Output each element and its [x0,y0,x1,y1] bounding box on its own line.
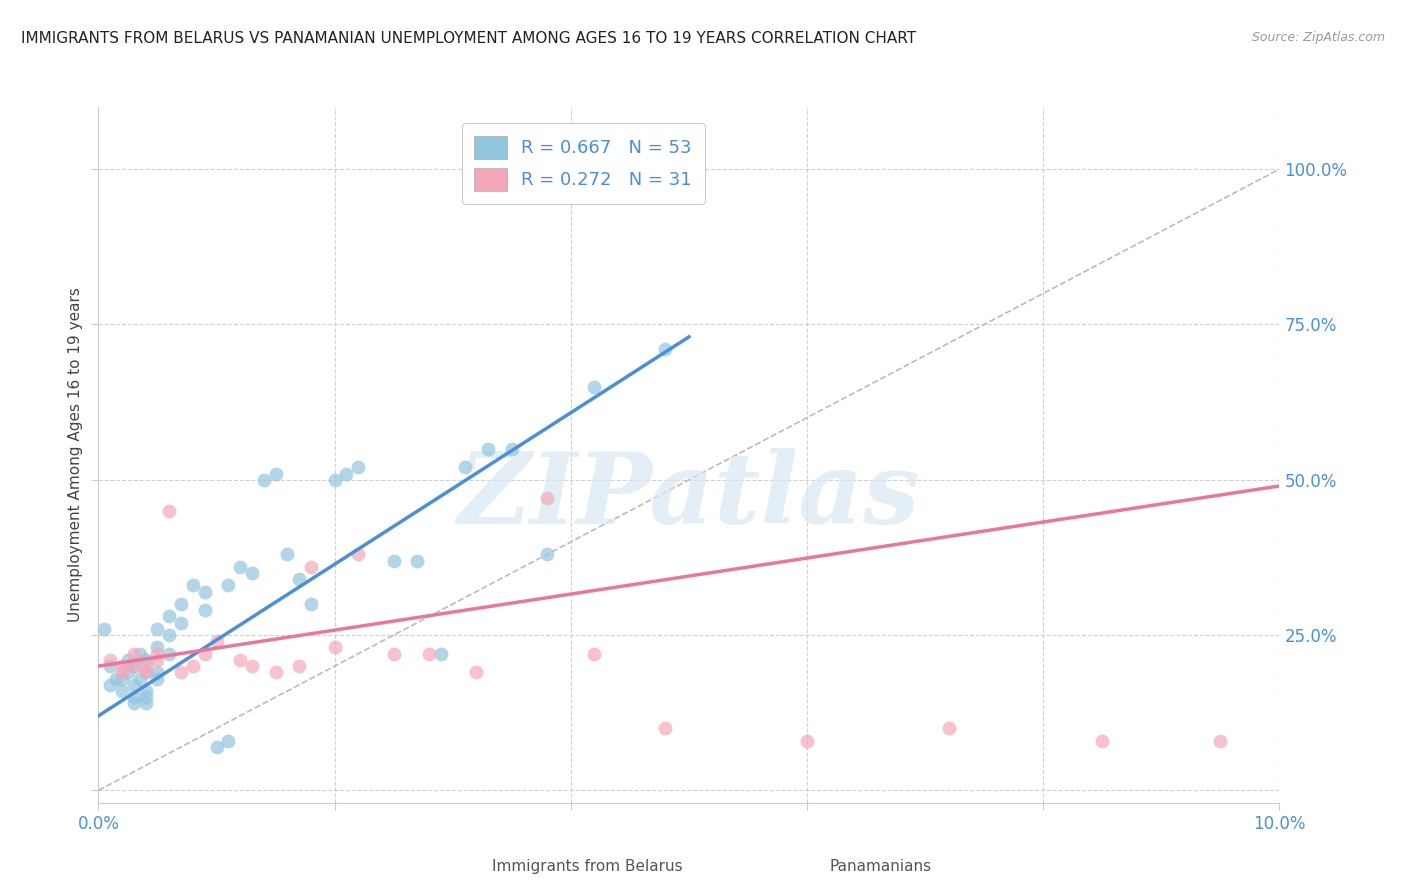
Point [157,609,180,624]
Point [536,491,558,506]
Point [1091,733,1114,747]
Point [135,665,157,680]
Point [276,547,298,561]
Point [335,467,357,481]
Point [583,647,606,661]
Point [111,659,134,673]
Point [128,672,150,686]
Point [157,628,180,642]
Point [229,559,252,574]
Point [194,584,217,599]
Point [501,442,523,456]
Point [122,697,145,711]
Point [205,739,228,754]
Point [111,684,134,698]
Point [288,572,311,586]
Point [382,647,405,661]
Point [98,653,121,667]
Text: Immigrants from Belarus: Immigrants from Belarus [492,859,683,873]
Point [146,640,169,655]
Point [105,672,128,686]
Point [122,678,145,692]
Text: IMMIGRANTS FROM BELARUS VS PANAMANIAN UNEMPLOYMENT AMONG AGES 16 TO 19 YEARS COR: IMMIGRANTS FROM BELARUS VS PANAMANIAN UN… [21,31,917,46]
Text: ZIPatlas: ZIPatlas [458,449,920,545]
Point [98,659,121,673]
Point [122,647,145,661]
Point [654,721,676,735]
Text: Source: ZipAtlas.com: Source: ZipAtlas.com [1251,31,1385,45]
Y-axis label: Unemployment Among Ages 16 to 19 years: Unemployment Among Ages 16 to 19 years [67,287,83,623]
Point [111,665,134,680]
Point [323,473,346,487]
Point [382,553,405,567]
Point [135,659,157,673]
Point [194,647,217,661]
Point [430,647,453,661]
Point [146,672,169,686]
Point [240,566,263,580]
Point [146,647,169,661]
Point [406,553,429,567]
Point [135,653,157,667]
Point [264,467,287,481]
Point [135,690,157,705]
Point [135,697,157,711]
Point [135,684,157,698]
Point [135,665,157,680]
Point [117,665,139,680]
Point [170,597,193,611]
Point [240,659,263,673]
Point [536,547,558,561]
Point [98,678,121,692]
Point [453,460,475,475]
Point [299,559,322,574]
Point [465,665,488,680]
Point [93,622,115,636]
Point [146,665,169,680]
Point [217,578,239,592]
Point [146,653,169,667]
Point [194,603,217,617]
Legend: R = 0.667   N = 53, R = 0.272   N = 31: R = 0.667 N = 53, R = 0.272 N = 31 [461,123,704,203]
Point [117,653,139,667]
Point [347,460,370,475]
Point [264,665,287,680]
Point [128,647,150,661]
Point [170,665,193,680]
Point [181,659,204,673]
Point [157,504,180,518]
Point [253,473,276,487]
Point [583,379,606,393]
Point [654,343,676,357]
Point [418,647,440,661]
Point [323,640,346,655]
Point [229,653,252,667]
Point [347,547,370,561]
Point [146,622,169,636]
Point [170,615,193,630]
Point [796,733,818,747]
Text: Panamanians: Panamanians [830,859,932,873]
Point [288,659,311,673]
Point [1209,733,1232,747]
Point [477,442,499,456]
Point [299,597,322,611]
Point [938,721,960,735]
Point [122,690,145,705]
Point [157,647,180,661]
Point [111,672,134,686]
Point [181,578,204,592]
Point [217,733,239,747]
Point [122,659,145,673]
Point [122,659,145,673]
Point [205,634,228,648]
